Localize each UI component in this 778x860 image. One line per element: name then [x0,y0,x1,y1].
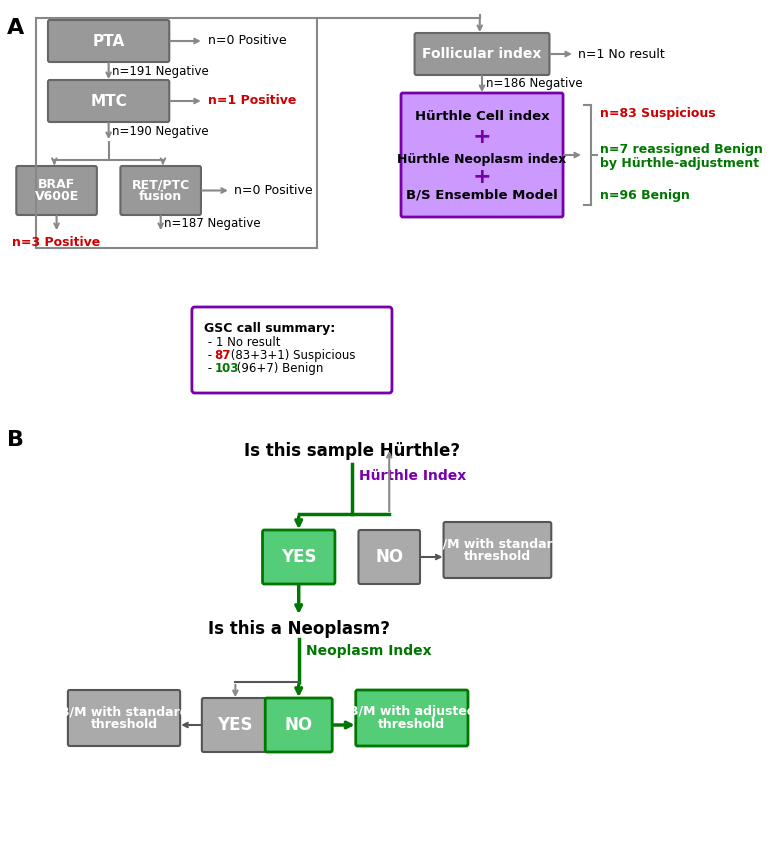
Text: n=186 Negative: n=186 Negative [485,77,582,90]
FancyBboxPatch shape [192,307,392,393]
FancyBboxPatch shape [356,690,468,746]
Text: GSC call summary:: GSC call summary: [204,322,335,335]
Text: n=96 Benign: n=96 Benign [600,188,690,201]
Text: -: - [204,362,216,375]
Text: Follicular index: Follicular index [422,47,541,61]
Text: threshold: threshold [90,717,158,730]
FancyBboxPatch shape [443,522,552,578]
Text: Hürthle Cell index: Hürthle Cell index [415,110,549,124]
Text: fusion: fusion [139,190,182,203]
Text: Is this a Neoplasm?: Is this a Neoplasm? [208,620,390,638]
Text: Hürthle Index: Hürthle Index [359,469,467,483]
Text: n=3 Positive: n=3 Positive [12,237,100,249]
Text: YES: YES [281,548,317,566]
Text: n=190 Negative: n=190 Negative [112,125,209,138]
Text: - 1 No result: - 1 No result [204,336,280,349]
FancyBboxPatch shape [262,530,335,584]
Text: +: + [473,127,492,147]
Text: n=1 No result: n=1 No result [577,47,664,60]
Text: n=191 Negative: n=191 Negative [112,64,209,77]
FancyBboxPatch shape [359,530,420,584]
Text: PTA: PTA [93,34,124,48]
Text: V600E: V600E [34,190,79,203]
Text: B/M with standard: B/M with standard [433,538,562,550]
Text: n=0 Positive: n=0 Positive [209,34,287,47]
Text: MTC: MTC [90,94,127,108]
Text: n=83 Suspicious: n=83 Suspicious [600,107,716,120]
FancyBboxPatch shape [401,93,563,217]
Text: (83+3+1) Suspicious: (83+3+1) Suspicious [227,349,356,362]
Text: Neoplasm Index: Neoplasm Index [306,644,432,658]
Text: Hürthle Neoplasm index: Hürthle Neoplasm index [398,153,566,167]
FancyBboxPatch shape [68,690,180,746]
Text: A: A [7,18,24,38]
FancyBboxPatch shape [48,80,170,122]
Text: n=1 Positive: n=1 Positive [209,95,296,108]
Text: NO: NO [285,716,313,734]
Text: B/M with standard: B/M with standard [60,705,188,718]
Text: Is this sample Hürthle?: Is this sample Hürthle? [244,442,461,460]
Text: by Hürthle-adjustment: by Hürthle-adjustment [600,157,759,169]
Text: B: B [7,430,24,450]
Text: 87: 87 [215,349,231,362]
Text: B/M with adjusted: B/M with adjusted [349,705,475,718]
Text: BRAF: BRAF [38,178,75,191]
FancyBboxPatch shape [265,698,332,752]
Text: (96+7) Benign: (96+7) Benign [233,362,323,375]
Text: B/S Ensemble Model: B/S Ensemble Model [406,188,558,201]
Text: n=187 Negative: n=187 Negative [164,217,261,230]
FancyBboxPatch shape [202,698,269,752]
Text: threshold: threshold [464,550,531,562]
Text: RET/PTC: RET/PTC [131,178,190,191]
Text: threshold: threshold [378,717,446,730]
Text: n=7 reassigned Benign: n=7 reassigned Benign [600,144,763,157]
Text: 103: 103 [215,362,239,375]
Text: NO: NO [375,548,403,566]
Text: YES: YES [218,716,253,734]
FancyBboxPatch shape [16,166,96,215]
FancyBboxPatch shape [415,33,549,75]
Text: -: - [204,349,216,362]
FancyBboxPatch shape [48,20,170,62]
Text: n=0 Positive: n=0 Positive [233,184,312,197]
Bar [37,18,317,248]
FancyBboxPatch shape [121,166,201,215]
Text: +: + [473,167,492,187]
